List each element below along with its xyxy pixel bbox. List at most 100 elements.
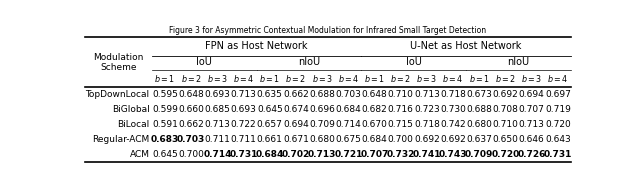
Text: 0.713: 0.713 bbox=[230, 90, 257, 99]
Text: $b=2$: $b=2$ bbox=[180, 73, 202, 84]
Text: 0.673: 0.673 bbox=[467, 90, 492, 99]
Text: 0.660: 0.660 bbox=[179, 105, 204, 114]
Text: 0.714: 0.714 bbox=[335, 120, 361, 129]
Text: TopDownLocal: TopDownLocal bbox=[85, 90, 150, 99]
Text: 0.713: 0.713 bbox=[414, 90, 440, 99]
Text: 0.688: 0.688 bbox=[309, 90, 335, 99]
Text: 0.671: 0.671 bbox=[283, 135, 309, 144]
Text: 0.707: 0.707 bbox=[519, 105, 545, 114]
Text: $b=2$: $b=2$ bbox=[495, 73, 516, 84]
Text: nIoU: nIoU bbox=[298, 57, 320, 67]
Text: 0.707: 0.707 bbox=[360, 150, 388, 159]
Text: 0.646: 0.646 bbox=[519, 135, 545, 144]
Text: IoU: IoU bbox=[196, 57, 212, 67]
Text: 0.645: 0.645 bbox=[257, 105, 283, 114]
Text: 0.674: 0.674 bbox=[283, 105, 309, 114]
Text: 0.692: 0.692 bbox=[440, 135, 466, 144]
Text: 0.643: 0.643 bbox=[545, 135, 571, 144]
Text: 0.710: 0.710 bbox=[493, 120, 518, 129]
Text: IoU: IoU bbox=[406, 57, 422, 67]
Text: 0.703: 0.703 bbox=[335, 90, 361, 99]
Text: Modulation
Scheme: Modulation Scheme bbox=[93, 53, 143, 72]
Text: 0.708: 0.708 bbox=[493, 105, 518, 114]
Text: $b=1$: $b=1$ bbox=[154, 73, 175, 84]
Text: 0.662: 0.662 bbox=[179, 120, 204, 129]
Text: 0.700: 0.700 bbox=[388, 135, 413, 144]
Text: 0.713: 0.713 bbox=[308, 150, 337, 159]
Text: 0.648: 0.648 bbox=[179, 90, 204, 99]
Text: 0.675: 0.675 bbox=[335, 135, 361, 144]
Text: 0.648: 0.648 bbox=[362, 90, 387, 99]
Text: 0.709: 0.709 bbox=[309, 120, 335, 129]
Text: 0.702: 0.702 bbox=[282, 150, 310, 159]
Text: U-Net as Host Network: U-Net as Host Network bbox=[410, 41, 522, 51]
Text: BiLocal: BiLocal bbox=[117, 120, 150, 129]
Text: 0.662: 0.662 bbox=[283, 90, 309, 99]
Text: 0.595: 0.595 bbox=[152, 90, 178, 99]
Text: 0.731: 0.731 bbox=[543, 150, 572, 159]
Text: 0.715: 0.715 bbox=[388, 120, 413, 129]
Text: 0.721: 0.721 bbox=[334, 150, 362, 159]
Text: 0.692: 0.692 bbox=[493, 90, 518, 99]
Text: 0.716: 0.716 bbox=[388, 105, 413, 114]
Text: 0.657: 0.657 bbox=[257, 120, 283, 129]
Text: 0.713: 0.713 bbox=[204, 120, 230, 129]
Text: 0.688: 0.688 bbox=[467, 105, 492, 114]
Text: 0.723: 0.723 bbox=[414, 105, 440, 114]
Text: 0.714: 0.714 bbox=[203, 150, 232, 159]
Text: 0.718: 0.718 bbox=[414, 120, 440, 129]
Text: 0.670: 0.670 bbox=[362, 120, 387, 129]
Text: 0.713: 0.713 bbox=[519, 120, 545, 129]
Text: $b=4$: $b=4$ bbox=[547, 73, 568, 84]
Text: $b=2$: $b=2$ bbox=[390, 73, 412, 84]
Text: 0.743: 0.743 bbox=[439, 150, 467, 159]
Text: 0.692: 0.692 bbox=[414, 135, 440, 144]
Text: 0.693: 0.693 bbox=[204, 90, 230, 99]
Text: Regular-ACM: Regular-ACM bbox=[92, 135, 150, 144]
Text: 0.694: 0.694 bbox=[519, 90, 545, 99]
Text: 0.650: 0.650 bbox=[493, 135, 518, 144]
Text: $b=4$: $b=4$ bbox=[233, 73, 254, 84]
Text: $b=1$: $b=1$ bbox=[468, 73, 490, 84]
Text: 0.709: 0.709 bbox=[465, 150, 493, 159]
Text: 0.719: 0.719 bbox=[545, 105, 571, 114]
Text: 0.718: 0.718 bbox=[440, 90, 466, 99]
Text: 0.682: 0.682 bbox=[362, 105, 387, 114]
Text: $b=1$: $b=1$ bbox=[259, 73, 280, 84]
Text: 0.684: 0.684 bbox=[362, 135, 387, 144]
Text: 0.700: 0.700 bbox=[179, 150, 204, 159]
Text: 0.599: 0.599 bbox=[152, 105, 178, 114]
Text: 0.731: 0.731 bbox=[229, 150, 258, 159]
Text: 0.637: 0.637 bbox=[467, 135, 492, 144]
Text: 0.680: 0.680 bbox=[467, 120, 492, 129]
Text: $b=3$: $b=3$ bbox=[521, 73, 542, 84]
Text: FPN as Host Network: FPN as Host Network bbox=[205, 41, 308, 51]
Text: 0.726: 0.726 bbox=[518, 150, 546, 159]
Text: ACM: ACM bbox=[129, 150, 150, 159]
Text: 0.720: 0.720 bbox=[545, 120, 571, 129]
Text: 0.732: 0.732 bbox=[387, 150, 415, 159]
Text: 0.684: 0.684 bbox=[255, 150, 284, 159]
Text: $b=3$: $b=3$ bbox=[416, 73, 438, 84]
Text: $b=4$: $b=4$ bbox=[442, 73, 464, 84]
Text: nIoU: nIoU bbox=[508, 57, 530, 67]
Text: 0.683: 0.683 bbox=[151, 135, 179, 144]
Text: 0.591: 0.591 bbox=[152, 120, 178, 129]
Text: $b=3$: $b=3$ bbox=[312, 73, 333, 84]
Text: 0.711: 0.711 bbox=[204, 135, 230, 144]
Text: $b=1$: $b=1$ bbox=[364, 73, 385, 84]
Text: 0.741: 0.741 bbox=[413, 150, 441, 159]
Text: 0.722: 0.722 bbox=[231, 120, 257, 129]
Text: 0.645: 0.645 bbox=[152, 150, 178, 159]
Text: 0.635: 0.635 bbox=[257, 90, 283, 99]
Text: 0.703: 0.703 bbox=[177, 135, 205, 144]
Text: 0.710: 0.710 bbox=[388, 90, 413, 99]
Text: 0.694: 0.694 bbox=[283, 120, 309, 129]
Text: 0.685: 0.685 bbox=[204, 105, 230, 114]
Text: 0.697: 0.697 bbox=[545, 90, 571, 99]
Text: 0.742: 0.742 bbox=[440, 120, 466, 129]
Text: 0.684: 0.684 bbox=[335, 105, 361, 114]
Text: 0.661: 0.661 bbox=[257, 135, 283, 144]
Text: $b=2$: $b=2$ bbox=[285, 73, 307, 84]
Text: $b=3$: $b=3$ bbox=[207, 73, 228, 84]
